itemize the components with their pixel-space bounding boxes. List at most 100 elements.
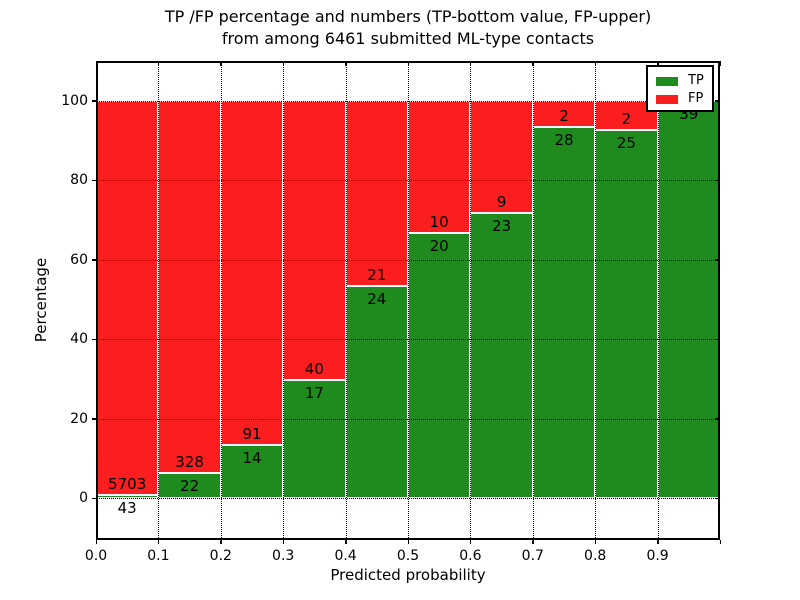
y-tick-mark-right [715, 100, 720, 102]
legend-swatch-tp [656, 76, 678, 86]
gridline-vertical [158, 61, 160, 540]
y-tick-label: 80 [70, 172, 88, 189]
bar-value-label-tp: 20 [429, 237, 449, 256]
x-tick-label: 0.5 [396, 548, 420, 564]
x-tick-label: 0.0 [84, 548, 108, 564]
x-tick-mark [594, 540, 597, 544]
gridline-vertical [345, 61, 347, 540]
bar-segment-fp [158, 100, 221, 474]
bar-value-label-tp: 43 [117, 499, 137, 518]
x-tick-mark [95, 540, 97, 544]
bar-value-label-fp: 2 [559, 107, 569, 126]
plot-area: TP FP 5703 43 328 22 91 14 40 17 21 24 10 20 9 23 2 28 2 2… [96, 61, 720, 540]
bar-value-label-fp: 5703 [108, 475, 147, 494]
chart-title-line2: from among 6461 submitted ML-type contac… [221, 29, 595, 48]
gridline-vertical [470, 61, 472, 540]
bar-value-label-fp: 40 [304, 359, 324, 378]
gridline-horizontal [96, 418, 720, 420]
x-tick-mark [220, 540, 222, 544]
x-tick-mark [345, 540, 347, 544]
gridline-vertical [283, 61, 285, 540]
y-tick-mark-right [715, 338, 720, 340]
x-axis-label: Predicted probability [330, 566, 486, 584]
bar-value-label-tp: 25 [616, 134, 636, 153]
y-tick-label: 40 [70, 331, 88, 348]
gridline-horizontal [96, 339, 720, 341]
gridline-vertical [220, 61, 222, 540]
x-tick-label: 0.7 [521, 548, 544, 564]
bar-segment-tp [220, 445, 284, 499]
y-tick-label: 60 [70, 251, 88, 268]
bar-segment-fp [345, 100, 408, 287]
chart-title-line1: TP /FP percentage and numbers (TP-bottom… [164, 7, 652, 26]
bar-segment-tp [470, 212, 533, 499]
y-tick-label: 0 [79, 490, 88, 507]
gridline-vertical [532, 61, 534, 540]
x-tick-mark-top [95, 61, 97, 66]
y-tick-mark-right [715, 259, 720, 261]
x-tick-mark [407, 540, 409, 544]
bar-segment-tp [158, 473, 221, 499]
bar-segment-fp [220, 100, 284, 446]
gridline-horizontal [96, 180, 720, 182]
gridline-vertical [595, 61, 597, 540]
x-tick-mark-top [345, 61, 347, 66]
bar-value-label-tp: 17 [304, 383, 324, 402]
y-tick-mark [92, 100, 96, 102]
legend-label-fp: FP [688, 91, 704, 106]
x-tick-mark-top [657, 61, 659, 66]
chart-title: TP /FP percentage and numbers (TP-bottom… [96, 6, 720, 50]
y-tick-mark-right [715, 497, 720, 499]
x-tick-mark-top [220, 61, 222, 66]
x-tick-mark-top [407, 61, 409, 66]
x-tick-mark-top [282, 61, 285, 66]
x-tick-mark [719, 540, 721, 544]
bar-segment-tp [657, 100, 720, 499]
legend-entry: TP [656, 73, 704, 89]
x-tick-label: 0.8 [584, 548, 607, 564]
bar-segment-tp [595, 130, 658, 499]
y-tick-label: 20 [70, 410, 88, 427]
gridline-vertical [408, 61, 409, 540]
x-tick-label: 0.9 [646, 548, 669, 564]
x-tick-mark-top [719, 61, 721, 66]
bar-value-label-tp: 28 [554, 131, 574, 150]
bar-value-label-fp: 328 [175, 453, 204, 472]
x-tick-mark-top [594, 61, 597, 66]
y-axis-label: Percentage [32, 257, 50, 343]
y-tick-mark-right [715, 418, 720, 420]
x-tick-mark [469, 540, 472, 544]
x-tick-mark-top [469, 61, 472, 66]
bar-segment-tp [345, 286, 408, 499]
gridline-vertical [657, 61, 659, 540]
y-tick-mark [92, 418, 96, 420]
bar-value-label-fp: 2 [621, 110, 632, 129]
x-tick-label: 0.6 [459, 548, 482, 564]
bar-segment-fp [96, 100, 159, 496]
y-tick-mark [92, 338, 96, 340]
legend: TP FP [646, 65, 714, 112]
bar-value-label-tp: 22 [180, 477, 200, 496]
bar-value-label-tp: 14 [242, 449, 262, 468]
bar-value-label-fp: 10 [429, 213, 449, 232]
bar-value-label-fp: 91 [242, 425, 262, 444]
y-tick-mark [92, 497, 96, 499]
y-tick-label: 100 [61, 92, 88, 109]
x-tick-mark [157, 540, 160, 544]
legend-entry: FP [656, 91, 704, 107]
bar-segment-tp [283, 379, 346, 499]
gridline-horizontal [96, 259, 720, 261]
y-tick-mark [92, 179, 96, 181]
x-tick-label: 0.4 [334, 548, 357, 564]
bar-segment-tp [532, 127, 596, 499]
bar-value-label-tp: 24 [367, 290, 387, 309]
x-tick-mark-top [157, 61, 160, 66]
y-tick-mark [92, 259, 96, 261]
legend-label-tp: TP [688, 73, 704, 88]
x-tick-mark [532, 540, 534, 544]
y-tick-mark-right [715, 179, 720, 181]
x-tick-label: 0.1 [147, 548, 170, 564]
x-tick-mark [282, 540, 285, 544]
bar-segment-fp [283, 100, 346, 380]
